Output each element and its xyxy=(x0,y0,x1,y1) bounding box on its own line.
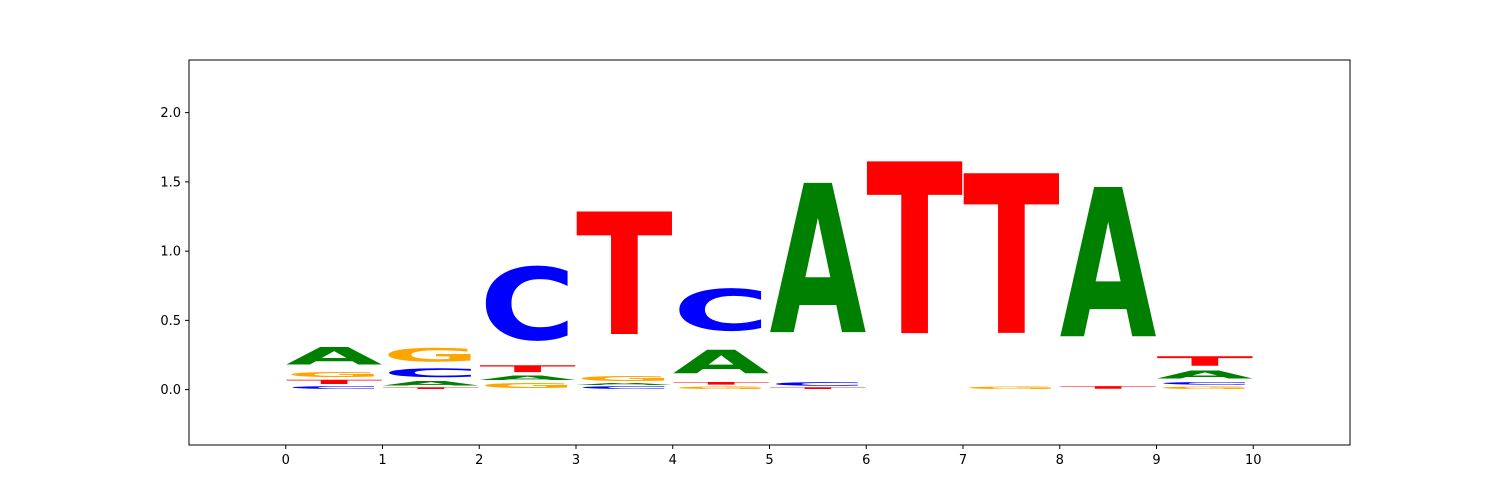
logo-letter-T: T xyxy=(479,363,576,374)
logo-letter-C: C xyxy=(383,366,480,380)
logo-letter-C: C xyxy=(1157,381,1254,385)
logo-letter-A: A xyxy=(673,344,770,381)
logo-letter-T: T xyxy=(963,130,1060,385)
y-tick-label: 1.5 xyxy=(160,175,181,190)
logo-letter-G: G xyxy=(673,385,770,389)
logo-letter-C: C xyxy=(673,278,770,344)
logo-letter-T: T xyxy=(1157,354,1254,369)
logo-letter-A: A xyxy=(383,380,480,387)
x-tick-label: 9 xyxy=(1152,453,1160,468)
logo-letter-T: T xyxy=(770,387,867,390)
logo-letter-A: A xyxy=(1157,369,1254,381)
logo-letter-A: A xyxy=(286,343,383,370)
logo-letter-T: T xyxy=(1060,385,1157,389)
logo-letter-C: C xyxy=(479,247,576,363)
logo-letter-G: G xyxy=(963,385,1060,389)
y-axis: 0.0 0.5 1.0 1.5 2.0 xyxy=(160,106,189,398)
logo-letter-T: T xyxy=(673,381,770,385)
y-tick-label: 0.5 xyxy=(160,314,181,329)
y-tick-label: 1.0 xyxy=(160,245,181,260)
x-tick-label: 4 xyxy=(669,453,677,468)
logo-letter-A: A xyxy=(576,383,673,386)
y-tick-label: 0.0 xyxy=(160,383,181,398)
logo-letter-T: T xyxy=(866,115,963,389)
logo-letter-G: G xyxy=(576,374,673,382)
logo-letter-A: A xyxy=(479,374,576,381)
x-tick-label: 1 xyxy=(378,453,386,468)
logo-position-7: GT xyxy=(963,130,1060,390)
x-tick-label: 10 xyxy=(1245,453,1262,468)
logo-letter-A: A xyxy=(770,144,867,382)
logo-letter-G: G xyxy=(383,344,480,366)
x-tick-label: 5 xyxy=(765,453,773,468)
logo-letter-C: C xyxy=(286,385,383,389)
x-tick-label: 3 xyxy=(572,453,580,468)
logo-letter-C: C xyxy=(576,385,673,389)
x-axis: 0 1 2 3 4 5 6 7 8 9 10 xyxy=(282,445,1262,468)
logo-letter-C: C xyxy=(770,381,867,387)
logo-letter-T: T xyxy=(383,387,480,390)
y-tick-label: 2.0 xyxy=(160,106,181,121)
x-tick-label: 2 xyxy=(475,453,483,468)
logo-position-6: T xyxy=(866,115,963,389)
x-tick-label: 0 xyxy=(282,453,290,468)
x-tick-label: 7 xyxy=(959,453,967,468)
logo-letter-T: T xyxy=(286,379,383,386)
logo-letter-G: G xyxy=(1157,385,1254,389)
x-tick-label: 8 xyxy=(1056,453,1064,468)
logo-position-8: TA xyxy=(1060,148,1157,390)
logo-letter-G: G xyxy=(479,381,576,389)
logo-position-5: TCA xyxy=(770,144,867,390)
x-tick-label: 6 xyxy=(862,453,870,468)
logo-letter-G: G xyxy=(286,370,383,378)
logo-letter-T: T xyxy=(576,178,673,374)
logo-letter-A: A xyxy=(1060,148,1157,386)
